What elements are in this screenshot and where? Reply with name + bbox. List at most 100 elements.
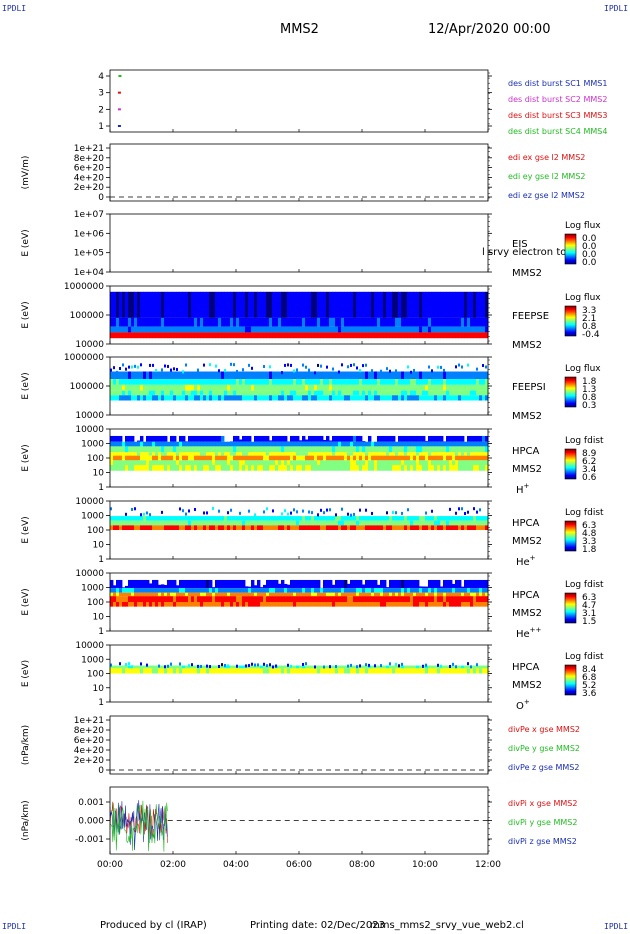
spectrogram-speck [170,368,172,372]
spectrogram-cell [476,520,480,526]
spectrogram-cell [278,441,282,447]
divpi-series-line [109,800,168,852]
spectrogram-cell [383,588,387,593]
spectrogram-cell [119,379,123,385]
spectrogram-cell [389,291,393,318]
spectrogram-cell [152,384,156,391]
spectrogram-cell [179,384,183,391]
spectrogram-cell [311,596,315,602]
spectrogram-cell [317,441,321,447]
spectrogram-cell [110,452,114,456]
spectrogram-cell [242,435,246,442]
spectrogram-cell [254,395,258,401]
spectrogram-cell [227,395,231,401]
spectrogram-cell [344,464,348,471]
spectrogram-cell [326,390,330,396]
spectrogram-cell [368,665,372,669]
spectrogram-cell [413,520,417,526]
spectrogram-cell [131,446,135,453]
spectrogram-cell [170,395,174,401]
spectrogram-cell [179,455,183,461]
spectrogram-cell [341,390,345,396]
spectrogram-cell [374,596,378,602]
spectrogram-cell [275,390,279,396]
spectrogram-cell [362,317,366,327]
spectrogram-cell [251,592,255,597]
spectrogram-cell [473,592,477,597]
spectrogram-cell [161,371,165,380]
spectrogram-cell [125,379,129,385]
spectrogram-cell [284,332,288,339]
spectrogram-cell [128,588,132,593]
ytick-label: 2 [98,105,104,115]
colorbar-tick-label: -0.4 [582,330,600,340]
spectrogram-cell [449,579,453,589]
spectrogram-cell [248,326,252,333]
spectrogram-cell [260,390,264,396]
spectrogram-cell [131,371,135,380]
spectrogram-cell [416,326,420,333]
spectrogram-cell [182,596,186,602]
spectrogram-cell [278,464,282,471]
spectrogram-cell [128,520,132,526]
spectrogram-cell [416,371,420,380]
spectrogram-cell [320,665,324,669]
burst-marker-sc3 [117,91,121,94]
spectrogram-cell [380,371,384,380]
spectrogram-cell [473,446,477,453]
spectrogram-cell [185,602,189,607]
spectrogram-cell [209,455,213,461]
spectrogram-cell [281,379,285,385]
spectrogram-cell [218,668,222,674]
spectrogram-cell [368,371,372,380]
spectrogram-cell [116,332,120,339]
ytick-label: 1000 [81,584,104,594]
spectrogram-cell [362,516,366,521]
spectrogram-speck [239,511,241,515]
spectrogram-cell [179,332,183,339]
ylabel: E (eV) [21,301,31,328]
spectrogram-cell [251,441,255,447]
spectrogram-cell [479,395,483,401]
spectrogram-cell [167,668,171,674]
spectrogram-cell [269,596,273,602]
spectrogram-cell [344,596,348,602]
spectrogram-cell [431,516,435,521]
spectrogram-cell [134,332,138,339]
spectrogram-cell [332,379,336,385]
spectrogram-cell [470,395,474,401]
spectrogram-cell [479,464,483,471]
spectrogram-speck [287,512,289,516]
spectrogram-speck [248,509,250,513]
spectrogram-cell [425,588,429,593]
spectrogram-cell [305,516,309,521]
spectrogram-cell [362,390,366,396]
spectrogram-cell [407,441,411,447]
spectrogram-cell [113,446,117,453]
spectrogram-cell [227,291,231,318]
spectrogram-cell [389,520,393,526]
spectrogram-cell [386,455,390,461]
spectrogram-cell [164,584,168,589]
spectrogram-cell [326,446,330,453]
spectrogram-cell [353,390,357,396]
ytick-label: 6e+20 [74,736,105,746]
spectrogram-cell [407,326,411,333]
spectrogram-cell [167,379,171,385]
spectrogram-cell [455,455,459,461]
spectrogram-cell [164,596,168,602]
spectrogram-cell [476,384,480,391]
spectrogram-cell [131,384,135,391]
spectrogram-cell [152,596,156,602]
spectrogram-cell [140,446,144,453]
spectrogram-cell [137,665,141,669]
spectrogram-cell [281,332,285,339]
spectrogram-cell [269,668,273,674]
spectrogram-cell [362,464,366,471]
spectrogram-cell [347,602,351,607]
spectrogram-cell [137,464,141,471]
spectrogram-cell [347,441,351,447]
spectrogram-cell [440,668,444,674]
